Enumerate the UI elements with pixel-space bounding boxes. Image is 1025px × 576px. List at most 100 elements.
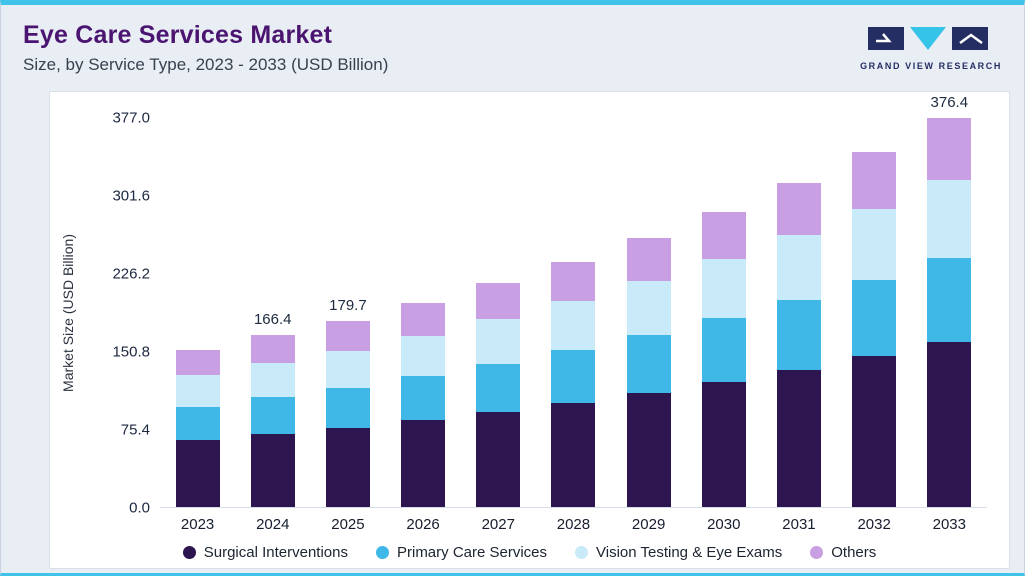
x-tick-2032: 2032 xyxy=(857,516,891,533)
bar-segment-2032-2 xyxy=(852,208,897,280)
bar-segment-2023-1 xyxy=(175,406,220,441)
page-title: Eye Care Services Market xyxy=(23,21,333,49)
y-axis-ticks: 0.0 75.4 150.8 226.2 301.6 377.0 xyxy=(50,110,150,517)
stacked-bar-2027 xyxy=(476,283,521,507)
stacked-bar-2029 xyxy=(626,238,671,507)
x-tick-2029: 2029 xyxy=(631,516,666,533)
stacked-bar-2033 xyxy=(927,117,972,507)
legend-dot-icon xyxy=(810,546,824,559)
bar-segment-2033-0 xyxy=(927,341,972,507)
legend-item-2: Vision Testing & Eye Exams xyxy=(575,544,782,561)
bar-2028 xyxy=(536,261,611,507)
plot-area: 166.4 179.7 376.4 xyxy=(160,94,987,508)
legend-label-0: Surgical Interventions xyxy=(203,544,348,561)
y-tick-226.2: 226.2 xyxy=(112,265,150,283)
bar-segment-2030-2 xyxy=(701,259,746,319)
bar-segment-2032-3 xyxy=(852,152,897,209)
x-tick-2027: 2027 xyxy=(481,516,515,533)
stacked-bar-2026 xyxy=(401,303,446,507)
x-tick-2025: 2025 xyxy=(331,516,365,533)
legend-label-2: Vision Testing & Eye Exams xyxy=(596,544,783,561)
bar-segment-2027-3 xyxy=(476,283,521,320)
brand-logo: GRAND VIEW RESEARCH xyxy=(860,25,1002,71)
header-titles: Eye Care Services Market Size, by Servic… xyxy=(23,21,388,75)
bar-2025: 179.7 xyxy=(310,297,385,507)
x-tick-2033: 2033 xyxy=(932,516,966,533)
stacked-bar-2028 xyxy=(551,261,596,507)
bar-segment-2031-2 xyxy=(776,235,821,300)
bar-segment-2028-0 xyxy=(551,402,596,507)
y-tick-0.0: 0.0 xyxy=(129,499,150,517)
x-tick-2028: 2028 xyxy=(556,516,591,533)
brand-name: GRAND VIEW RESEARCH xyxy=(860,61,1002,71)
y-tick-377.0: 377.0 xyxy=(112,109,150,127)
bar-segment-2023-3 xyxy=(175,350,220,376)
bar-segment-2031-0 xyxy=(776,369,821,507)
bar-2030 xyxy=(686,211,761,507)
bar-segment-2031-3 xyxy=(776,183,821,236)
legend-dot-icon xyxy=(575,546,589,559)
legend-label-1: Primary Care Services xyxy=(396,544,548,561)
y-tick-301.6: 301.6 xyxy=(112,187,150,205)
bar-segment-2027-2 xyxy=(476,319,521,364)
stacked-bar-2024 xyxy=(250,335,295,507)
bar-2029 xyxy=(611,238,686,507)
legend-item-3: Others xyxy=(810,544,876,561)
bar-segment-2028-1 xyxy=(551,349,596,403)
page-subtitle: Size, by Service Type, 2023 - 2033 (USD … xyxy=(23,55,389,74)
bar-segment-2026-2 xyxy=(401,335,446,377)
legend-dot-icon xyxy=(182,546,196,559)
bar-segment-2025-3 xyxy=(325,321,370,352)
bar-segment-2028-2 xyxy=(551,300,596,350)
header: Eye Care Services Market Size, by Servic… xyxy=(1,5,1024,87)
stacked-bar-2030 xyxy=(701,211,746,507)
bar-segment-2025-2 xyxy=(325,351,370,389)
stacked-bar-2025 xyxy=(325,321,370,507)
bar-segment-2029-3 xyxy=(626,238,671,282)
bar-segment-2030-1 xyxy=(701,318,746,382)
legend: Surgical Interventions Primary Care Servi… xyxy=(50,544,1009,561)
bar-segment-2027-1 xyxy=(476,363,521,412)
bar-2027 xyxy=(461,283,536,507)
legend-item-0: Surgical Interventions xyxy=(182,544,348,561)
bar-segment-2025-1 xyxy=(325,388,370,428)
bar-segment-2023-0 xyxy=(175,440,220,507)
stacked-bar-2031 xyxy=(776,183,821,507)
bar-segment-2026-0 xyxy=(401,420,446,507)
x-tick-2031: 2031 xyxy=(782,516,816,533)
x-tick-2023: 2023 xyxy=(180,516,215,533)
bar-segment-2033-3 xyxy=(927,117,972,180)
bar-segment-2029-1 xyxy=(626,334,671,393)
bar-segment-2024-2 xyxy=(250,362,295,397)
bar-2023 xyxy=(160,350,235,507)
chart-panel: Market Size (USD Billion) 0.0 75.4 150.8 22… xyxy=(49,91,1010,569)
bar-2033: 376.4 xyxy=(912,94,987,507)
bar-segment-2025-0 xyxy=(325,428,370,507)
bar-segment-2026-3 xyxy=(401,303,446,336)
bar-2026 xyxy=(386,303,461,507)
bar-segment-2027-0 xyxy=(476,411,521,507)
bar-value-2024: 166.4 xyxy=(253,311,292,329)
bar-segment-2030-3 xyxy=(701,211,746,260)
bar-value-2025: 179.7 xyxy=(329,297,367,315)
legend-label-3: Others xyxy=(831,544,877,561)
x-tick-2030: 2030 xyxy=(707,516,741,533)
y-tick-150.8: 150.8 xyxy=(112,343,150,361)
stacked-bar-2023 xyxy=(175,350,220,507)
bar-segment-2031-1 xyxy=(776,299,821,370)
legend-dot-icon xyxy=(375,546,389,559)
bar-2024: 166.4 xyxy=(235,311,310,507)
legend-item-1: Primary Care Services xyxy=(375,544,548,561)
x-axis-labels: 2023 2024 2025 2026 2027 2028 2029 2030 2031 2032… xyxy=(160,516,987,533)
bar-segment-2033-2 xyxy=(927,179,972,258)
bar-segment-2024-0 xyxy=(250,433,295,507)
bar-segment-2029-0 xyxy=(626,392,671,507)
x-tick-2026: 2026 xyxy=(406,516,440,533)
bar-segment-2032-1 xyxy=(852,279,897,357)
y-tick-75.4: 75.4 xyxy=(120,421,150,439)
bar-segment-2023-2 xyxy=(175,375,220,407)
bar-segment-2033-1 xyxy=(927,257,972,342)
bar-segment-2029-2 xyxy=(626,281,671,335)
bar-2032 xyxy=(837,152,912,507)
